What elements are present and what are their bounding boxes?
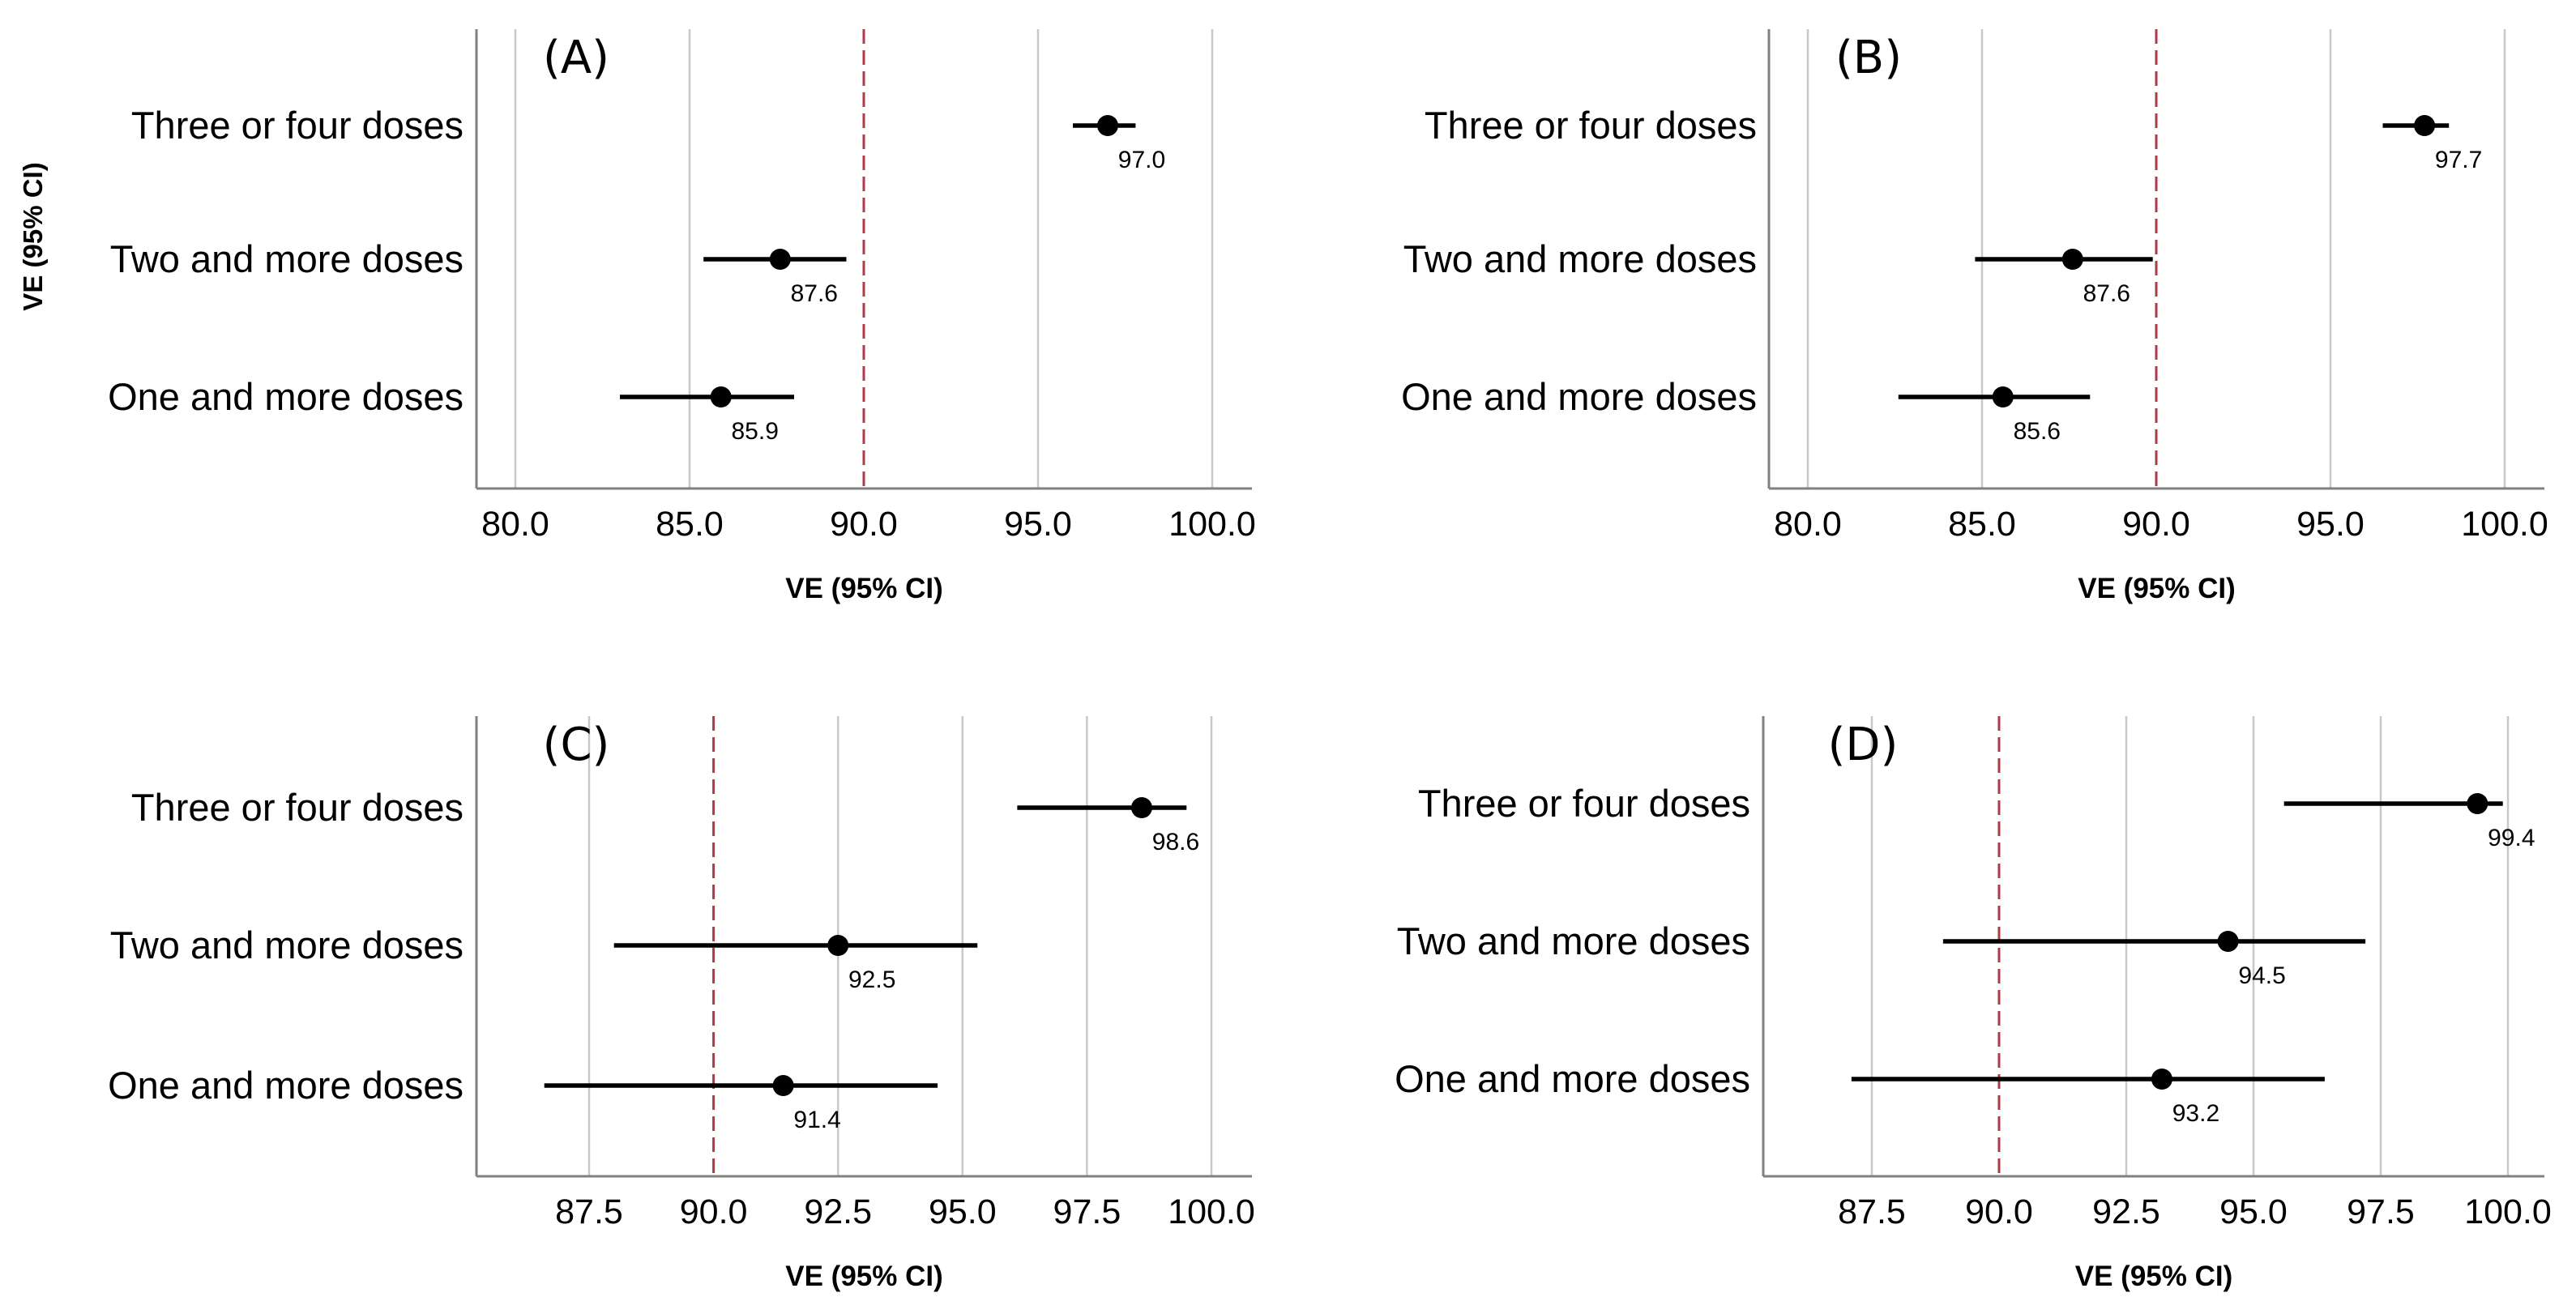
row-label: One and more doses [108, 1064, 464, 1107]
data-label: 85.6 [2014, 418, 2061, 445]
x-tick-label: 85.0 [1948, 505, 2016, 544]
x-tick-label: 97.5 [2347, 1192, 2415, 1231]
panels: 80.0 85.0 90.0 95.0 100.0 (A) VE (95% CI) Three… [108, 29, 2552, 1292]
point-estimate [772, 1075, 794, 1096]
row-label: Two and more doses [1403, 237, 1757, 280]
x-tick-label: 87.5 [1838, 1192, 1906, 1231]
point-estimate [1992, 386, 2014, 407]
point-estimate [710, 386, 732, 407]
point-estimate [1097, 115, 1118, 136]
data-label: 93.2 [2172, 1100, 2219, 1127]
data-label: 87.6 [2083, 280, 2130, 307]
row-label: Two and more doses [110, 924, 464, 966]
x-axis-title: VE (95% CI) [2075, 1261, 2233, 1292]
x-tick-label: 90.0 [830, 505, 898, 544]
row-label: One and more doses [1401, 375, 1757, 418]
x-tick-label: 80.0 [481, 505, 549, 544]
x-tick-label: 95.0 [2296, 505, 2365, 544]
point-estimate [769, 249, 791, 270]
panel-label: (B) [1835, 32, 1902, 84]
x-axis-title: VE (95% CI) [785, 573, 943, 604]
x-tick-label: 92.5 [2092, 1192, 2160, 1231]
row-label: Three or four doses [131, 104, 464, 147]
data-label: 94.5 [2238, 962, 2285, 989]
x-tick-label: 90.0 [2122, 505, 2190, 544]
panel-label: (D) [1828, 719, 1899, 771]
x-axis-title: VE (95% CI) [785, 1261, 943, 1292]
x-axis-title: VE (95% CI) [2078, 573, 2236, 604]
x-tick-label: 87.5 [555, 1192, 623, 1231]
point-estimate [827, 935, 849, 956]
x-tick-label: 100.0 [2464, 1192, 2552, 1231]
row-label: Three or four doses [131, 786, 464, 829]
data-label: 97.7 [2435, 147, 2482, 173]
forest-panel: 87.5 90.0 92.5 95.0 97.5 100.0 (C) VE (95% CI) T… [108, 716, 1255, 1292]
data-label: 85.9 [732, 418, 779, 445]
data-label: 92.5 [848, 966, 895, 993]
forest-panel: 80.0 85.0 90.0 95.0 100.0 (B) VE (95% CI) Three… [1401, 29, 2548, 604]
forest-panel: 80.0 85.0 90.0 95.0 100.0 (A) VE (95% CI) Three… [108, 29, 1256, 604]
point-estimate [1130, 797, 1152, 818]
x-tick-label: 95.0 [1004, 505, 1072, 544]
x-tick-label: 90.0 [1965, 1192, 2033, 1231]
x-tick-label: 97.5 [1053, 1192, 1121, 1231]
row-label: One and more doses [1395, 1057, 1750, 1100]
point-estimate [2467, 793, 2488, 814]
data-label: 97.0 [1118, 147, 1165, 173]
panel-label: (C) [543, 719, 610, 771]
row-label: One and more doses [108, 375, 464, 418]
data-label: 91.4 [793, 1107, 840, 1133]
point-estimate [2061, 249, 2083, 270]
x-tick-label: 95.0 [929, 1192, 997, 1231]
x-tick-label: 100.0 [1168, 505, 1256, 544]
row-label: Two and more doses [1397, 919, 1750, 962]
row-label: Two and more doses [110, 237, 464, 280]
forest-panel: 87.5 90.0 92.5 95.0 97.5 100.0 (D) VE (95% CI) T… [1395, 716, 2552, 1292]
x-tick-label: 92.5 [804, 1192, 872, 1231]
data-label: 99.4 [2488, 825, 2535, 851]
x-tick-label: 95.0 [2219, 1192, 2288, 1231]
x-tick-label: 90.0 [680, 1192, 748, 1231]
x-tick-label: 80.0 [1774, 505, 1842, 544]
row-label: Three or four doses [1418, 782, 1750, 825]
point-estimate [2217, 931, 2239, 952]
x-tick-label: 100.0 [1168, 1192, 1255, 1231]
point-estimate [2151, 1069, 2172, 1090]
data-label: 87.6 [791, 280, 838, 307]
panel-label: (A) [543, 32, 609, 84]
y-axis-title: VE (95% CI) [18, 162, 48, 310]
x-tick-label: 85.0 [656, 505, 724, 544]
data-label: 98.6 [1152, 829, 1199, 855]
x-tick-label: 100.0 [2461, 505, 2548, 544]
point-estimate [2414, 115, 2436, 136]
row-label: Three or four doses [1425, 104, 1757, 147]
